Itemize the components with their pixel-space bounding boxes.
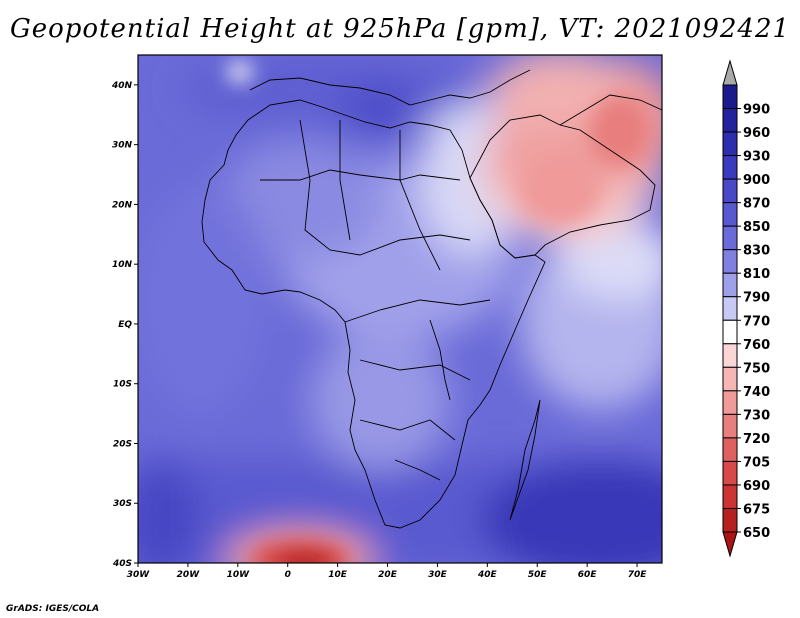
lon-tick-label: 70E: [628, 570, 648, 580]
colorbar-swatch: [722, 155, 738, 180]
colorbar-swatch: [722, 131, 738, 157]
colorbar-swatch: [722, 507, 738, 533]
colorbar-label: 705: [743, 455, 770, 470]
lat-tick-label: 40N: [111, 81, 133, 91]
colorbar-label: 870: [743, 197, 770, 212]
lat-tick-label: 40S: [112, 559, 132, 569]
colorbar-label: 750: [743, 361, 770, 376]
colorbar-swatch: [722, 319, 738, 345]
lon-tick-label: 50E: [528, 570, 548, 580]
lon-tick-label: 30W: [127, 570, 151, 580]
axis-ticks: 30W 20W 10W 0 10E 20E 30E 40E 50E 60E 70E 40N 30N 20N…: [111, 81, 647, 580]
lon-tick-label: 60E: [578, 570, 598, 580]
lon-tick-label: 20E: [378, 570, 398, 580]
lon-tick-label: 40E: [477, 570, 498, 580]
colorbar-swatch: [722, 272, 738, 298]
lat-tick-label: 30N: [112, 141, 133, 151]
colorbar-swatch: [722, 202, 738, 227]
colorbar-label: 900: [743, 173, 770, 188]
lat-tick-label: 10N: [112, 260, 133, 270]
colorbar-label: 760: [743, 338, 770, 353]
lon-tick-label: 30E: [428, 570, 448, 580]
lat-tick-label: 20S: [113, 439, 132, 449]
colorbar-label: 675: [743, 502, 770, 517]
colorbar-swatch: [722, 249, 738, 274]
height-field: [138, 55, 662, 563]
colorbar-swatch: [722, 343, 738, 368]
colorbar-label: 720: [743, 432, 770, 447]
lat-tick-label: 20N: [112, 200, 133, 210]
lat-tick-label: EQ: [118, 320, 132, 330]
lon-tick-label: 10W: [227, 570, 251, 580]
colorbar-label: 990: [743, 103, 770, 118]
colorbar-swatch: [722, 225, 738, 251]
colorbar-swatch: [722, 84, 738, 110]
colorbar-label: 790: [743, 291, 770, 306]
plot-frame: [137, 54, 663, 564]
map-title: Geopotential Height at 925hPa [gpm], VT:…: [9, 14, 791, 44]
colorbar-swatch: [722, 296, 738, 321]
colorbar-label: 650: [743, 526, 770, 541]
colorbar-swatch: [722, 178, 738, 204]
colorbar-label: 740: [743, 385, 770, 400]
colorbar-label: 830: [743, 244, 770, 259]
lon-tick-label: 10E: [328, 570, 348, 580]
colorbar-label: 930: [743, 150, 770, 165]
colorbar: 990 960 930 900 870 850 830 810 790 770 760 750 740 7…: [722, 59, 770, 558]
colorbar-swatch: [722, 460, 738, 486]
lon-tick-label: 0: [285, 570, 291, 580]
colorbar-swatch: [722, 390, 738, 415]
colorbar-over-arrow: [722, 59, 738, 86]
colorbar-under-arrow: [722, 531, 738, 558]
colorbar-label: 810: [743, 267, 770, 282]
colorbar-swatch: [722, 366, 738, 392]
coastlines: [201, 69, 662, 529]
colorbar-label: 770: [743, 314, 770, 329]
colorbar-swatch: [722, 108, 738, 133]
colorbar-label: 850: [743, 220, 770, 235]
lat-tick-label: 10S: [113, 380, 132, 390]
colorbar-swatch: [722, 413, 738, 439]
lon-tick-label: 20W: [177, 570, 201, 580]
colorbar-label: 960: [743, 126, 770, 141]
lat-tick-label: 30S: [113, 499, 132, 509]
colorbar-swatch: [722, 484, 738, 509]
colorbar-label: 730: [743, 408, 770, 423]
footer-credit: GrADS: IGES/COLA: [6, 604, 100, 614]
colorbar-label: 690: [743, 479, 770, 494]
colorbar-swatch: [722, 437, 738, 462]
